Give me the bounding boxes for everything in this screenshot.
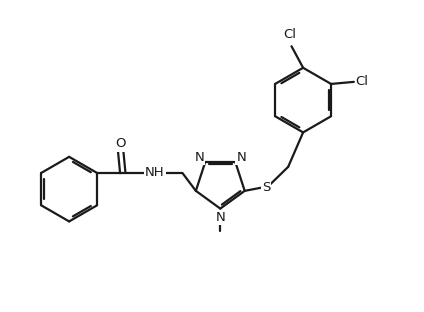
Text: N: N <box>215 211 225 224</box>
Text: Cl: Cl <box>355 76 368 88</box>
Text: Cl: Cl <box>283 28 296 41</box>
Text: S: S <box>262 181 271 194</box>
Text: O: O <box>115 138 126 150</box>
Text: N: N <box>195 151 204 164</box>
Text: NH: NH <box>145 167 165 179</box>
Text: N: N <box>236 151 246 164</box>
